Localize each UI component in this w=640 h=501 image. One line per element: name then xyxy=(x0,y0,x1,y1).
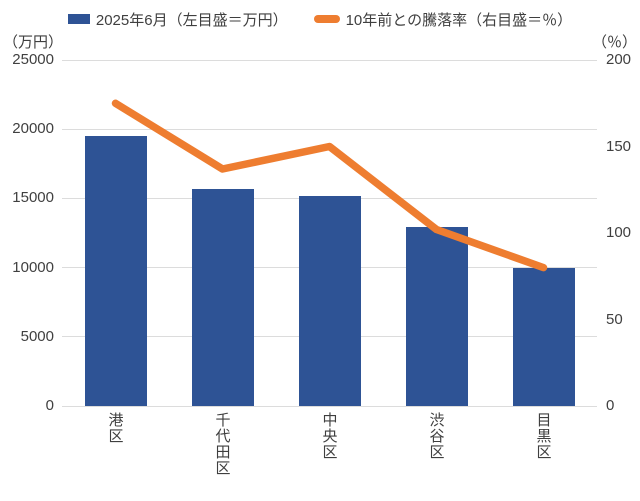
right-axis-tick-label: 0 xyxy=(606,397,615,414)
left-axis-tick-label: 10000 xyxy=(12,258,54,276)
x-axis-category-label: 千代田区 xyxy=(213,412,231,476)
legend-item-bar-series: 2025年6月（左目盛＝万円） xyxy=(67,9,288,30)
gridline xyxy=(62,405,597,407)
gridline xyxy=(62,59,597,61)
right-axis-tick-label: 50 xyxy=(606,310,623,328)
x-axis-category-label: 中央区 xyxy=(320,412,338,460)
plot-area xyxy=(62,59,597,407)
bar-series-swatch-icon xyxy=(67,14,90,24)
chart-bar xyxy=(298,196,361,406)
right-axis-tick-label: 200 xyxy=(606,51,632,68)
right-axis-tick-label: 150 xyxy=(606,137,632,155)
line-series-swatch-icon xyxy=(313,15,340,23)
line-series-label: 10年前との騰落率（右目盛＝％） xyxy=(345,11,573,29)
left-axis-tick-label: 0 xyxy=(45,397,54,414)
chart-bar xyxy=(405,227,468,406)
chart-bar xyxy=(84,136,147,406)
left-axis-unit-label: （万円） xyxy=(3,34,64,51)
left-axis-tick-label: 5000 xyxy=(20,327,54,345)
right-axis-unit-label: （％） xyxy=(591,34,637,51)
line-series xyxy=(111,99,548,272)
left-axis-tick-label: 15000 xyxy=(12,189,54,207)
x-axis-category-label: 目黒区 xyxy=(534,412,552,460)
gridline xyxy=(62,128,597,130)
x-axis-category-label: 港区 xyxy=(106,412,124,444)
legend-item-line-series: 10年前との騰落率（右目盛＝％） xyxy=(313,9,573,30)
chart-legend: 2025年6月（左目盛＝万円） 10年前との騰落率（右目盛＝％） xyxy=(0,8,640,30)
left-axis-tick-label: 20000 xyxy=(12,120,54,138)
left-axis-tick-label: 25000 xyxy=(12,51,54,68)
right-axis-tick-label: 100 xyxy=(606,224,632,241)
line-series-path xyxy=(111,99,548,272)
x-axis-category-label: 渋谷区 xyxy=(427,412,445,460)
bar-series-label: 2025年6月（左目盛＝万円） xyxy=(95,11,288,29)
chart-bar xyxy=(512,268,575,406)
chart-bar xyxy=(191,188,254,406)
